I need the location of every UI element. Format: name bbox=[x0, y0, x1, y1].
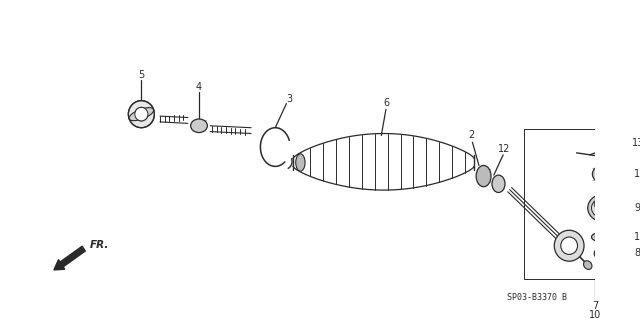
FancyArrow shape bbox=[54, 246, 85, 270]
Text: 8: 8 bbox=[634, 249, 640, 258]
Ellipse shape bbox=[129, 108, 154, 121]
Ellipse shape bbox=[296, 154, 305, 171]
Circle shape bbox=[561, 237, 577, 255]
Ellipse shape bbox=[492, 175, 505, 193]
Text: 7: 7 bbox=[592, 301, 598, 311]
Ellipse shape bbox=[591, 232, 614, 242]
Circle shape bbox=[554, 230, 584, 261]
Bar bbox=[524, 129, 640, 278]
Text: 11: 11 bbox=[634, 169, 640, 179]
Text: SP03-B3370 B: SP03-B3370 B bbox=[507, 293, 567, 302]
Ellipse shape bbox=[595, 247, 611, 260]
Text: 2: 2 bbox=[468, 130, 475, 140]
Circle shape bbox=[129, 100, 154, 128]
Ellipse shape bbox=[593, 166, 613, 183]
Text: FR.: FR. bbox=[90, 240, 109, 250]
Circle shape bbox=[135, 108, 148, 121]
Ellipse shape bbox=[584, 261, 592, 270]
Ellipse shape bbox=[591, 198, 614, 218]
Text: 13: 13 bbox=[632, 138, 640, 148]
Ellipse shape bbox=[595, 197, 611, 211]
Text: 10: 10 bbox=[589, 310, 602, 319]
Ellipse shape bbox=[476, 166, 491, 187]
Text: 5: 5 bbox=[138, 70, 145, 80]
Ellipse shape bbox=[191, 119, 207, 132]
Text: 4: 4 bbox=[196, 82, 202, 92]
Text: 3: 3 bbox=[286, 94, 292, 104]
Ellipse shape bbox=[588, 195, 618, 221]
Text: 9: 9 bbox=[634, 203, 640, 213]
Ellipse shape bbox=[595, 234, 610, 240]
Circle shape bbox=[135, 108, 148, 121]
Text: 1: 1 bbox=[634, 232, 640, 242]
Text: 6: 6 bbox=[383, 98, 389, 108]
Text: 12: 12 bbox=[498, 144, 510, 154]
